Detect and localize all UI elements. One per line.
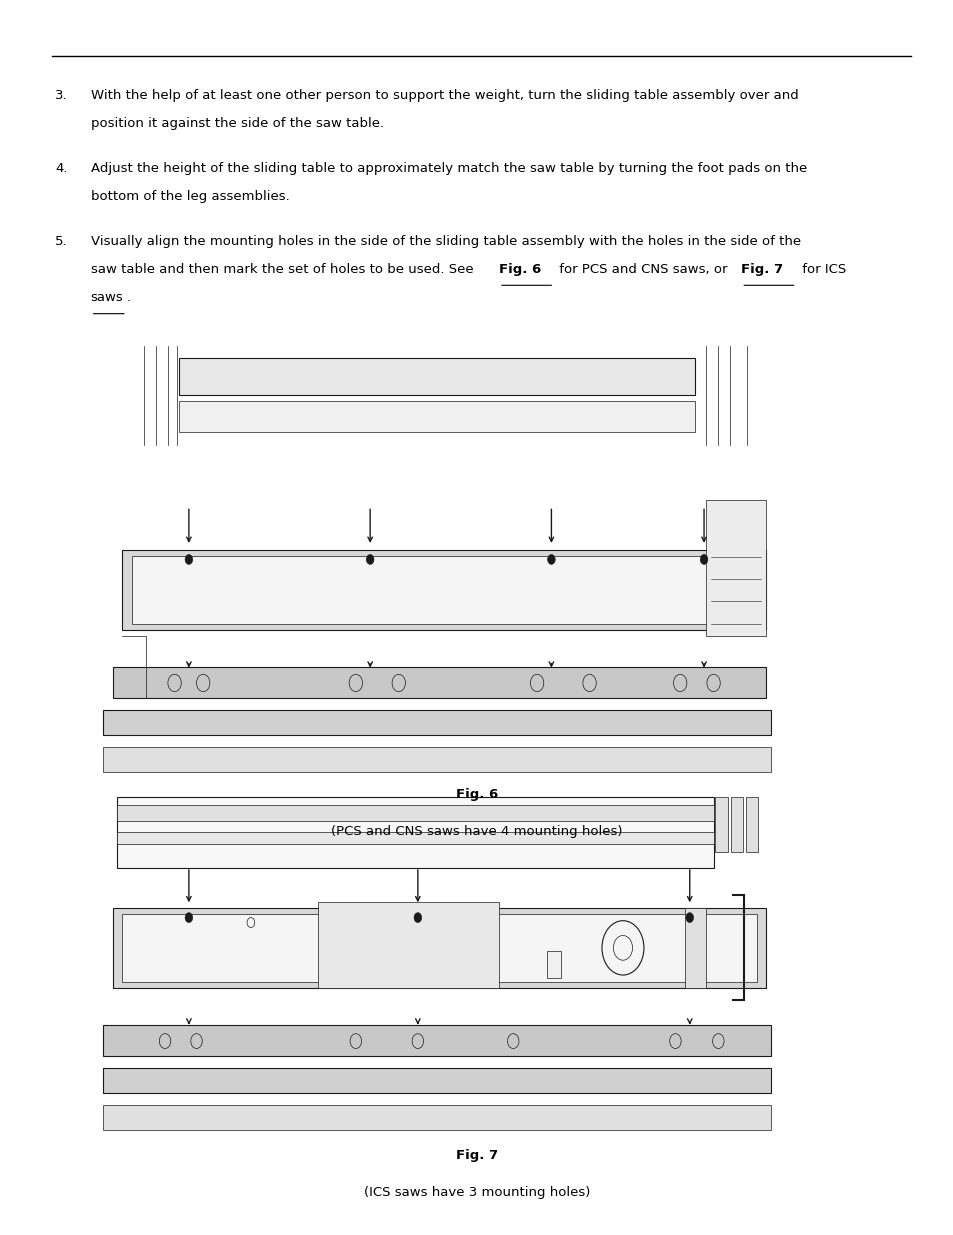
Text: (PCS and CNS saws have 4 mounting holes): (PCS and CNS saws have 4 mounting holes) <box>331 825 622 839</box>
Bar <box>117 805 713 821</box>
Bar <box>179 358 694 395</box>
Circle shape <box>414 913 421 923</box>
Bar <box>715 797 727 852</box>
Text: Adjust the height of the sliding table to approximately match the saw table by t: Adjust the height of the sliding table t… <box>91 162 806 175</box>
Bar <box>132 556 756 624</box>
Text: Visually align the mounting holes in the side of the sliding table assembly with: Visually align the mounting holes in the… <box>91 235 800 248</box>
Circle shape <box>366 555 374 564</box>
Text: Fig. 6: Fig. 6 <box>456 788 497 802</box>
Bar <box>317 902 498 988</box>
Bar <box>112 667 765 698</box>
Text: bottom of the leg assemblies.: bottom of the leg assemblies. <box>91 190 289 204</box>
Text: saw table and then mark the set of holes to be used. See: saw table and then mark the set of holes… <box>91 263 477 277</box>
Text: 5.: 5. <box>55 235 68 248</box>
Circle shape <box>185 913 193 923</box>
Bar <box>122 550 765 630</box>
Bar <box>546 951 560 978</box>
Bar <box>117 832 713 844</box>
Bar <box>103 1068 770 1093</box>
Bar <box>122 914 756 982</box>
Circle shape <box>547 555 555 564</box>
Circle shape <box>700 555 707 564</box>
Text: position it against the side of the saw table.: position it against the side of the saw … <box>91 117 383 131</box>
Bar <box>103 1105 770 1130</box>
Circle shape <box>185 555 193 564</box>
Bar <box>684 908 705 988</box>
Text: Fig. 6: Fig. 6 <box>498 263 540 277</box>
Text: (ICS saws have 3 mounting holes): (ICS saws have 3 mounting holes) <box>363 1186 590 1199</box>
Bar <box>730 797 742 852</box>
Text: 4.: 4. <box>55 162 68 175</box>
Bar <box>117 797 713 868</box>
Bar <box>103 747 770 772</box>
Bar <box>103 1025 770 1056</box>
Circle shape <box>685 913 693 923</box>
Text: 3.: 3. <box>55 89 68 103</box>
Text: Fig. 7: Fig. 7 <box>740 263 782 277</box>
Bar <box>103 710 770 735</box>
Text: Fig. 7: Fig. 7 <box>456 1149 497 1162</box>
Bar <box>112 908 765 988</box>
Bar <box>179 401 694 432</box>
Bar <box>705 500 765 636</box>
Text: for ICS: for ICS <box>797 263 845 277</box>
Text: for PCS and CNS saws, or: for PCS and CNS saws, or <box>555 263 731 277</box>
Bar <box>745 797 758 852</box>
Text: With the help of at least one other person to support the weight, turn the slidi: With the help of at least one other pers… <box>91 89 798 103</box>
Text: saws: saws <box>91 291 123 305</box>
Text: .: . <box>127 291 131 305</box>
